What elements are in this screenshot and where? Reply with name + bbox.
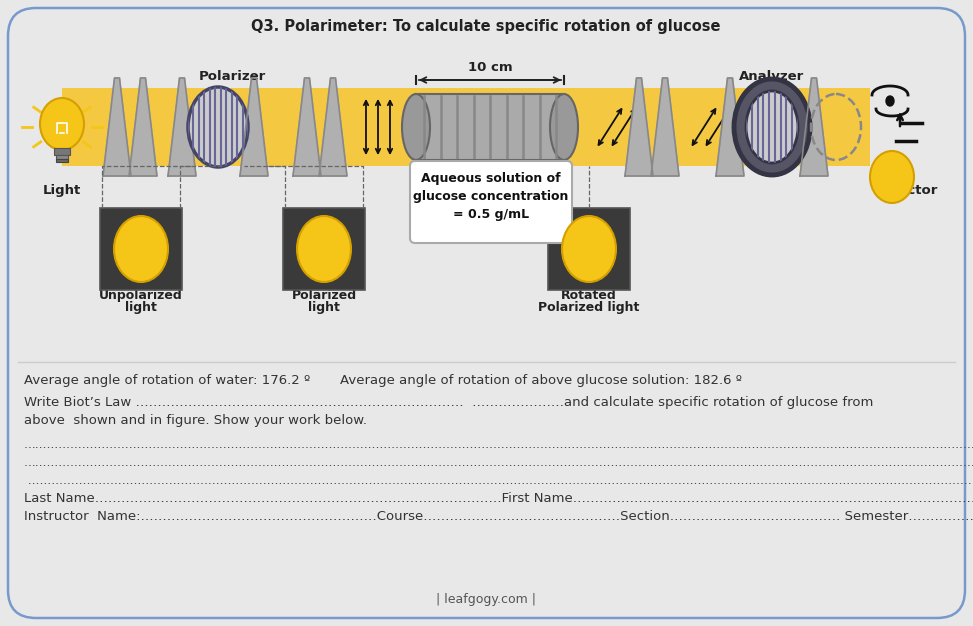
Text: Average angle of rotation of water: 176.2 º       Average angle of rotation of a: Average angle of rotation of water: 176.… — [24, 374, 742, 387]
Polygon shape — [716, 78, 744, 176]
Text: Write Biot’s Law …………………………………………………………………  …………………and calculate specific rotati: Write Biot’s Law ……………………………………………………………… — [24, 396, 874, 409]
Ellipse shape — [734, 79, 810, 175]
Polygon shape — [168, 78, 196, 176]
Text: Light: Light — [43, 184, 81, 197]
Text: ……………………………………………………………………………………………………………………………………………………………………………………………………………………: …………………………………………………………………………………………………………… — [24, 456, 973, 469]
FancyBboxPatch shape — [410, 161, 572, 243]
Ellipse shape — [302, 97, 342, 157]
Text: Rotated: Rotated — [561, 289, 617, 302]
Text: 10 cm: 10 cm — [468, 61, 513, 74]
Polygon shape — [293, 78, 321, 176]
Ellipse shape — [246, 97, 290, 157]
Text: Aqueous solution of: Aqueous solution of — [421, 172, 560, 185]
Polygon shape — [319, 78, 347, 176]
Text: Q3. Polarimeter: To calculate specific rotation of glucose: Q3. Polarimeter: To calculate specific r… — [251, 19, 721, 34]
Polygon shape — [651, 78, 679, 176]
Text: Polarized: Polarized — [292, 289, 356, 302]
Bar — [62, 88, 870, 166]
Ellipse shape — [550, 94, 578, 160]
FancyBboxPatch shape — [8, 8, 965, 618]
Bar — [416, 94, 564, 160]
Ellipse shape — [870, 151, 914, 203]
Ellipse shape — [112, 97, 152, 157]
Bar — [283, 208, 365, 290]
Ellipse shape — [40, 98, 84, 150]
Text: light: light — [308, 301, 340, 314]
Text: ……………………………………………………………………………………………………………………………………………………………………………………………………………………: …………………………………………………………………………………………………………… — [24, 438, 973, 451]
Text: Detector: Detector — [873, 184, 938, 197]
Text: glucose concentration: glucose concentration — [414, 190, 568, 203]
Text: above  shown and in figure. Show your work below.: above shown and in figure. Show your wor… — [24, 414, 367, 427]
Ellipse shape — [402, 94, 430, 160]
Ellipse shape — [746, 91, 798, 163]
Bar — [56, 155, 68, 159]
Polygon shape — [240, 78, 268, 176]
Bar — [100, 208, 182, 290]
Text: Analyzer: Analyzer — [739, 70, 805, 83]
Ellipse shape — [158, 97, 202, 157]
Ellipse shape — [297, 216, 351, 282]
Bar — [54, 148, 70, 155]
Ellipse shape — [886, 96, 894, 106]
Polygon shape — [800, 78, 828, 176]
Text: | leafgogy.com |: | leafgogy.com | — [436, 593, 536, 606]
Ellipse shape — [188, 87, 248, 167]
PathPatch shape — [188, 87, 248, 167]
Ellipse shape — [114, 216, 168, 282]
Polygon shape — [625, 78, 653, 176]
Text: Last Name…………………………………………………………………………………First Name………………………………………………………………………………: Last Name…………………………………………………………………………………… — [24, 492, 973, 505]
Polygon shape — [129, 78, 157, 176]
Text: = 0.5 g/mL: = 0.5 g/mL — [453, 208, 529, 221]
Bar — [56, 159, 68, 162]
Text: Instructor  Name:………………………………………………Course………………………………………Section………………………………… Sem: Instructor Name:………………………………………………Course… — [24, 510, 973, 523]
Text: Unpolarized: Unpolarized — [99, 289, 183, 302]
Text: ……………………………………………………………………………………………………………………………………………………………………………………………………………………: …………………………………………………………………………………………………………… — [24, 474, 973, 487]
Text: light: light — [126, 301, 157, 314]
Text: Polarizer: Polarizer — [198, 70, 266, 83]
Bar — [548, 208, 630, 290]
PathPatch shape — [746, 91, 798, 163]
Polygon shape — [103, 78, 131, 176]
Text: Polarized light: Polarized light — [538, 301, 639, 314]
Ellipse shape — [562, 216, 616, 282]
Ellipse shape — [630, 97, 670, 157]
